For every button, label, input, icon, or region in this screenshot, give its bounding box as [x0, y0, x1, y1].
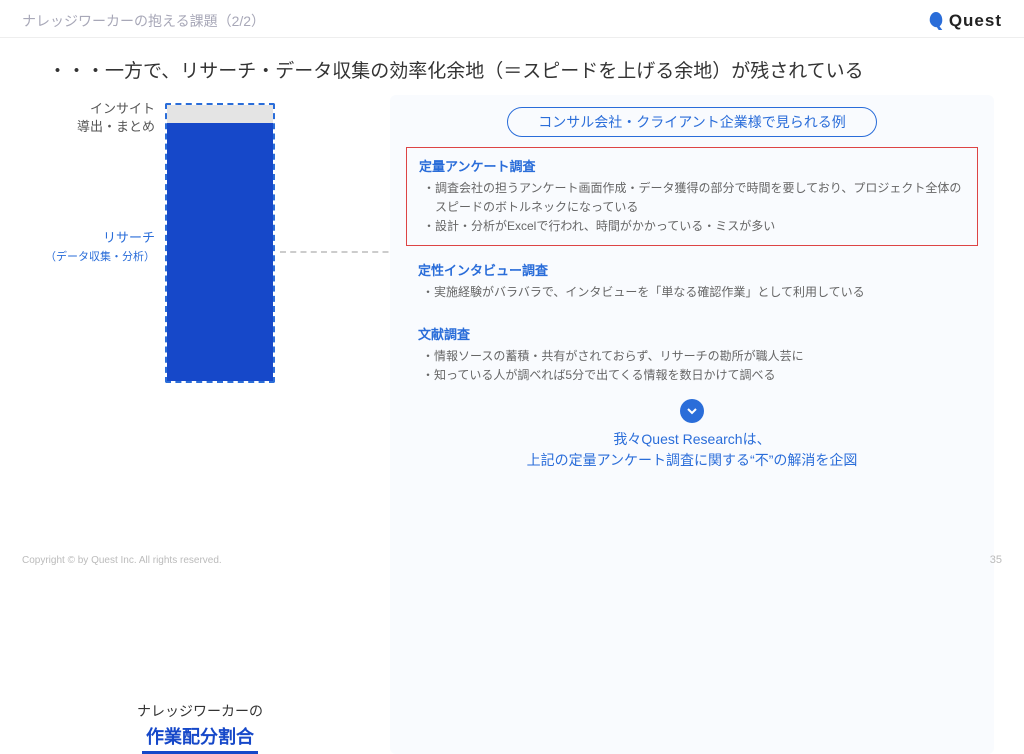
logo: Quest [927, 10, 1002, 32]
right-panel: コンサル会社・クライアント企業様で見られる例 定量アンケート調査調査会社の担うア… [390, 95, 994, 754]
header: ナレッジワーカーの抱える課題（2/2） Quest [0, 0, 1024, 38]
conclusion-line2: 上記の定量アンケート調査に関する“不”の解消を企図 [406, 450, 978, 471]
example-pill: コンサル会社・クライアント企業様で見られる例 [507, 107, 876, 137]
main-message: ・・・一方で、リサーチ・データ収集の効率化余地（＝スピードを上げる余地）が残され… [0, 38, 1024, 95]
logo-text: Quest [949, 11, 1002, 31]
conclusion-line1: 我々Quest Researchは、 [406, 429, 978, 450]
body: インサイト 導出・まとめ リサーチ（データ収集・分析） ナレッジワーカーの 作業… [0, 95, 1024, 754]
sections-list: 定量アンケート調査調査会社の担うアンケート画面作成・データ獲得の部分で時間を要し… [406, 147, 978, 393]
chart-caption: ナレッジワーカーの 作業配分割合 [20, 701, 380, 754]
copyright: Copyright © by Quest Inc. All rights res… [22, 555, 222, 566]
section-title: 文献調査 [418, 324, 966, 343]
quest-logo-icon [927, 10, 945, 32]
list-item: 調査会社の担うアンケート画面作成・データ獲得の部分で時間を要しており、プロジェク… [423, 179, 965, 217]
section-items: 調査会社の担うアンケート画面作成・データ獲得の部分で時間を要しており、プロジェク… [419, 179, 965, 237]
conclusion: 我々Quest Researchは、 上記の定量アンケート調査に関する“不”の解… [406, 429, 978, 471]
page-number: 35 [990, 554, 1002, 566]
chart-label-top: インサイト 導出・まとめ [77, 100, 155, 136]
list-item: 設計・分析がExcelで行われ、時間がかかっている・ミスが多い [423, 217, 965, 236]
bar-segment-top [167, 105, 273, 123]
section-items: 情報ソースの蓄積・共有がされておらず、リサーチの勘所が職人芸に知っている人が調べ… [418, 347, 966, 385]
section-1: 定性インタビュー調査実施経験がバラバラで、インタビューを「単なる確認作業」として… [406, 252, 978, 310]
slide-title: ナレッジワーカーの抱える課題（2/2） [22, 11, 265, 31]
section-title: 定性インタビュー調査 [418, 260, 966, 279]
chevron-down-icon [680, 399, 704, 423]
caption-line1: ナレッジワーカーの [20, 701, 380, 721]
caption-line2: 作業配分割合 [142, 723, 258, 754]
left-panel: インサイト 導出・まとめ リサーチ（データ収集・分析） ナレッジワーカーの 作業… [20, 95, 380, 754]
bar-segment-main [167, 123, 273, 381]
list-item: 知っている人が調べれば5分で出てくる情報を数日かけて調べる [422, 366, 966, 385]
section-0: 定量アンケート調査調査会社の担うアンケート画面作成・データ獲得の部分で時間を要し… [406, 147, 978, 246]
section-2: 文献調査情報ソースの蓄積・共有がされておらず、リサーチの勘所が職人芸に知っている… [406, 316, 978, 393]
list-item: 実施経験がバラバラで、インタビューを「単なる確認作業」として利用している [422, 283, 966, 302]
bar-chart [165, 103, 380, 413]
list-item: 情報ソースの蓄積・共有がされておらず、リサーチの勘所が職人芸に [422, 347, 966, 366]
chart-label-main: リサーチ（データ収集・分析） [45, 229, 155, 266]
section-title: 定量アンケート調査 [419, 156, 965, 175]
section-items: 実施経験がバラバラで、インタビューを「単なる確認作業」として利用している [418, 283, 966, 302]
